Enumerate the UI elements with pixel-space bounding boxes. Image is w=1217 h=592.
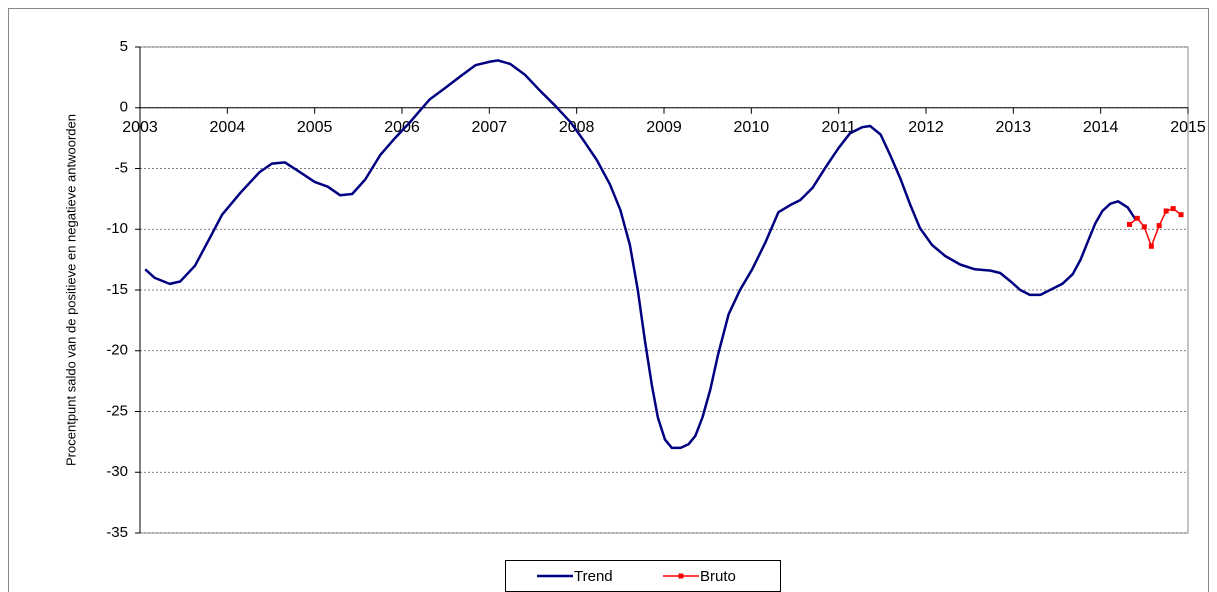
y-tick-label: 0 — [120, 99, 128, 116]
chart-frame — [8, 8, 1209, 592]
x-tick-label: 2004 — [210, 119, 246, 136]
marker — [1148, 243, 1154, 249]
y-tick-label: -35 — [106, 524, 128, 541]
x-tick-label: 2013 — [996, 119, 1032, 136]
y-tick-label: -25 — [106, 402, 128, 419]
marker — [1178, 212, 1184, 218]
x-tick-label: 2015 — [1170, 119, 1206, 136]
y-tick-label: -30 — [106, 463, 128, 480]
y-axis-label: Procentpunt saldo van de positieve en ne… — [63, 114, 78, 466]
x-tick-label: 2007 — [472, 119, 508, 136]
x-tick-label: 2003 — [122, 119, 158, 136]
x-tick-label: 2011 — [821, 119, 856, 136]
y-tick-label: -5 — [115, 159, 128, 176]
x-tick-label: 2006 — [384, 119, 420, 136]
legend-label: Trend — [574, 568, 613, 585]
x-tick-label: 2009 — [646, 119, 682, 136]
x-tick-label: 2005 — [297, 119, 333, 136]
y-tick-label: 5 — [120, 38, 128, 55]
x-tick-label: 2008 — [559, 119, 595, 136]
x-tick-label: 2014 — [1083, 119, 1119, 136]
x-tick-label: 2012 — [908, 119, 944, 136]
legend-marker — [678, 573, 684, 579]
marker — [1126, 221, 1132, 227]
marker — [1134, 215, 1140, 221]
marker — [1141, 224, 1147, 230]
marker — [1163, 208, 1169, 214]
legend-label: Bruto — [700, 568, 736, 585]
series-line — [144, 59, 1137, 450]
y-tick-label: -20 — [106, 342, 128, 359]
y-tick-label: -15 — [106, 281, 128, 298]
x-tick-label: 2010 — [734, 119, 770, 136]
y-tick-label: -10 — [106, 220, 128, 237]
series-line — [1129, 207, 1182, 248]
marker — [1170, 206, 1176, 212]
marker — [1156, 223, 1162, 229]
